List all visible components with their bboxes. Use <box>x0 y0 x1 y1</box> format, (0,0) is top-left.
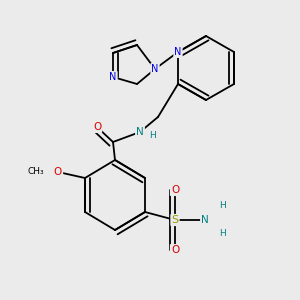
Text: O: O <box>171 245 179 255</box>
Text: O: O <box>171 185 179 195</box>
Text: N: N <box>201 215 209 225</box>
Text: N: N <box>151 64 159 74</box>
Text: H: H <box>219 202 225 211</box>
Text: O: O <box>93 122 101 132</box>
Text: O: O <box>54 167 62 177</box>
Text: CH₃: CH₃ <box>28 167 44 176</box>
Text: N: N <box>109 72 117 82</box>
Text: H: H <box>148 131 155 140</box>
Text: S: S <box>171 215 178 225</box>
Text: H: H <box>219 230 225 238</box>
Text: N: N <box>136 127 144 137</box>
Text: N: N <box>174 47 182 57</box>
